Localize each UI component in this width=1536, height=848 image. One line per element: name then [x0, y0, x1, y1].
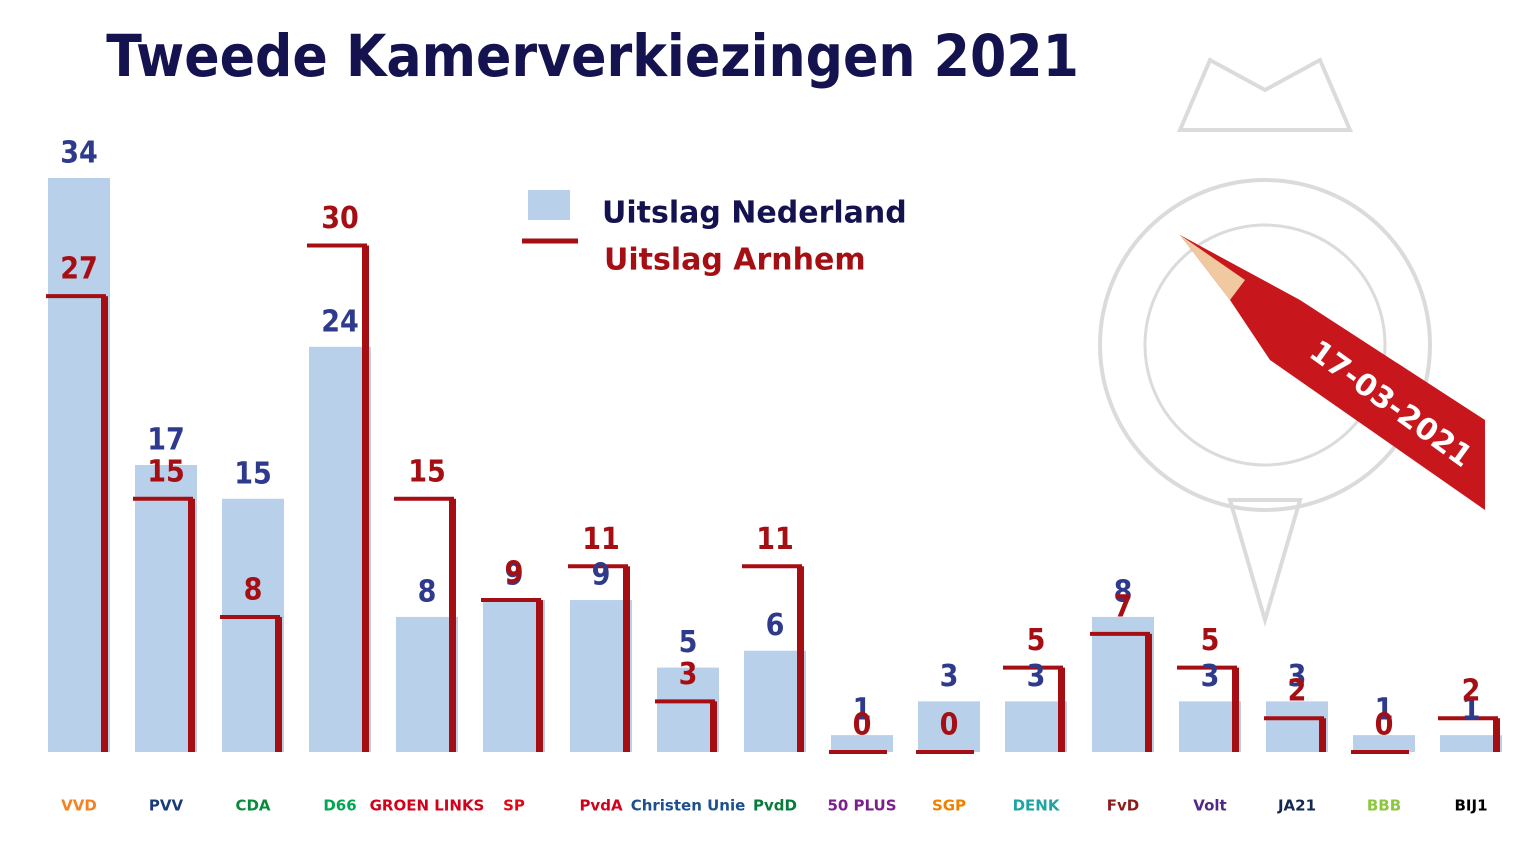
bar [483, 600, 545, 752]
bar [744, 650, 806, 752]
value-label: 8 [418, 574, 437, 609]
arnhem-marker-side [275, 616, 282, 752]
x-tick-label: SGP [932, 797, 966, 815]
value-label: 17 [147, 423, 185, 458]
x-tick-label: SP [503, 797, 525, 815]
x-tick-label: D66 [323, 797, 356, 815]
legend-label: Uitslag Arnhem [604, 243, 866, 278]
value-label: 1 [853, 693, 872, 728]
value-label: 1 [1462, 693, 1481, 728]
bar [570, 600, 632, 752]
bar [1179, 701, 1241, 752]
bar [1353, 735, 1415, 752]
value-label: 34 [60, 136, 98, 171]
value-label: 0 [940, 708, 959, 743]
x-tick-label: DENK [1013, 797, 1061, 815]
arnhem-marker-side [101, 296, 108, 752]
value-label: 8 [244, 572, 263, 607]
arnhem-marker-side [797, 566, 804, 752]
bar [657, 667, 719, 752]
arnhem-marker-side [1232, 667, 1239, 752]
value-label: 9 [505, 556, 524, 591]
bar [309, 346, 371, 752]
legend-label: Uitslag Nederland [602, 196, 907, 231]
arnhem-marker-side [1058, 667, 1065, 752]
bar [1005, 701, 1067, 752]
value-label: 3 [1027, 659, 1046, 694]
bar [918, 701, 980, 752]
arnhem-marker-side [188, 498, 195, 752]
value-label: 15 [234, 456, 272, 491]
value-label: 24 [321, 304, 359, 339]
x-tick-label: PvdD [753, 797, 797, 815]
arnhem-marker-side [623, 566, 630, 752]
seal [1098, 57, 1432, 628]
x-tick-label: FvD [1107, 797, 1139, 815]
x-tick-label: PVV [149, 797, 184, 815]
value-label: 27 [60, 252, 98, 287]
value-label: 2 [1462, 674, 1481, 709]
value-label: 9 [505, 558, 524, 593]
value-label: 3 [679, 657, 698, 692]
arnhem-marker-side [362, 245, 369, 752]
x-tick-label: 50 PLUS [827, 797, 896, 815]
value-label: 5 [1201, 623, 1220, 658]
x-tick-label: CDA [235, 797, 270, 815]
value-label: 3 [1288, 659, 1307, 694]
value-label: 8 [1114, 574, 1133, 609]
bar [1092, 616, 1154, 752]
value-label: 15 [147, 454, 185, 489]
x-tick-label: BBB [1367, 797, 1401, 815]
bar [396, 616, 458, 752]
arnhem-marker-side [1319, 718, 1326, 752]
bar [1440, 735, 1502, 752]
value-label: 11 [582, 522, 620, 557]
value-label: 5 [1027, 623, 1046, 658]
value-label: 0 [853, 708, 872, 743]
arnhem-marker-side [1493, 718, 1500, 752]
value-label: 0 [1375, 708, 1394, 743]
bar [1266, 701, 1328, 752]
value-label: 11 [756, 522, 794, 557]
value-label: 1 [1375, 693, 1394, 728]
value-label: 7 [1114, 589, 1133, 624]
value-label: 3 [1201, 659, 1220, 694]
value-label: 3 [940, 659, 959, 694]
arnhem-marker-side [449, 498, 456, 752]
x-tick-label: Christen Unie [631, 797, 746, 815]
arnhem-marker-side [710, 701, 717, 752]
x-tick-label: Volt [1193, 797, 1226, 815]
value-label: 9 [592, 558, 611, 593]
x-tick-label: PvdA [579, 797, 623, 815]
bar [222, 498, 284, 752]
x-tick-label: VVD [61, 797, 97, 815]
value-label: 6 [766, 608, 785, 643]
value-label: 15 [408, 454, 446, 489]
arnhem-marker-side [1145, 633, 1152, 752]
value-label: 30 [321, 201, 359, 236]
x-tick-label: BIJ1 [1454, 797, 1487, 815]
value-label: 5 [679, 625, 698, 660]
x-tick-label: GROEN LINKS [370, 797, 485, 815]
bar [135, 465, 197, 752]
arnhem-marker-side [536, 600, 543, 752]
chart-title: Tweede Kamerverkiezingen 2021 [106, 23, 1079, 90]
pencil: 17-03-2021 [1180, 235, 1485, 510]
bar [48, 178, 110, 752]
x-tick-label: JA21 [1277, 797, 1316, 815]
bar [831, 735, 893, 752]
legend-swatch [528, 190, 570, 220]
value-label: 2 [1288, 674, 1307, 709]
